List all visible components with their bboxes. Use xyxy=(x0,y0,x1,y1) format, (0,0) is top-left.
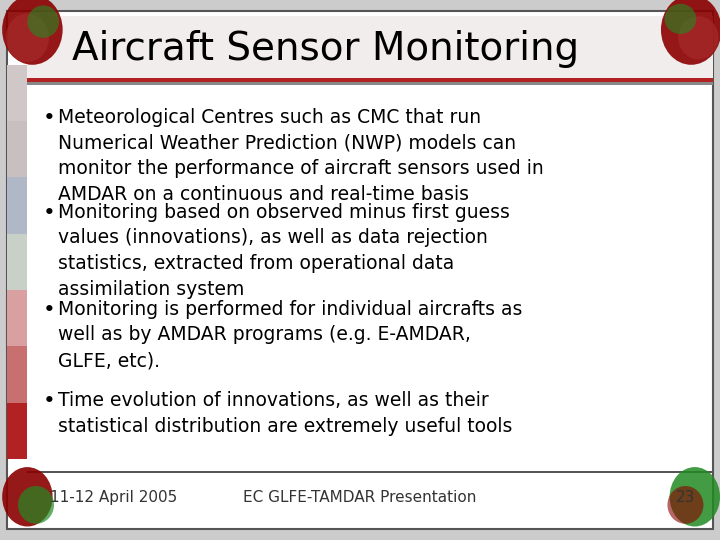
Bar xyxy=(27,16,713,78)
Bar xyxy=(27,82,713,85)
Text: •: • xyxy=(43,300,56,320)
Text: Monitoring is performed for individual aircrafts as
well as by AMDAR programs (e: Monitoring is performed for individual a… xyxy=(58,300,522,370)
Text: 11-12 April 2005: 11-12 April 2005 xyxy=(50,490,178,505)
Text: EC GLFE-TAMDAR Presentation: EC GLFE-TAMDAR Presentation xyxy=(243,490,477,505)
Text: Time evolution of innovations, as well as their
statistical distribution are ext: Time evolution of innovations, as well a… xyxy=(58,392,512,436)
Text: •: • xyxy=(43,392,56,411)
Bar xyxy=(7,178,27,234)
Ellipse shape xyxy=(18,486,54,524)
Ellipse shape xyxy=(27,5,59,38)
Bar xyxy=(7,121,27,178)
Bar xyxy=(7,234,27,290)
Text: 23: 23 xyxy=(675,490,695,505)
Ellipse shape xyxy=(2,0,63,65)
Bar xyxy=(27,78,713,82)
Text: Meteorological Centres such as CMC that run
Numerical Weather Prediction (NWP) m: Meteorological Centres such as CMC that … xyxy=(58,108,544,204)
Bar xyxy=(27,471,713,472)
Text: Aircraft Sensor Monitoring: Aircraft Sensor Monitoring xyxy=(72,30,579,68)
Bar xyxy=(7,403,27,459)
Text: Monitoring based on observed minus first guess
values (innovations), as well as : Monitoring based on observed minus first… xyxy=(58,202,510,299)
Ellipse shape xyxy=(6,14,49,62)
Bar xyxy=(7,346,27,403)
Text: •: • xyxy=(43,202,56,222)
Bar xyxy=(7,290,27,346)
Ellipse shape xyxy=(667,486,703,524)
Ellipse shape xyxy=(678,16,719,59)
Ellipse shape xyxy=(665,4,696,34)
Ellipse shape xyxy=(661,0,720,65)
Ellipse shape xyxy=(670,467,720,526)
Ellipse shape xyxy=(2,467,53,526)
Bar xyxy=(7,65,27,121)
Text: •: • xyxy=(43,108,56,128)
